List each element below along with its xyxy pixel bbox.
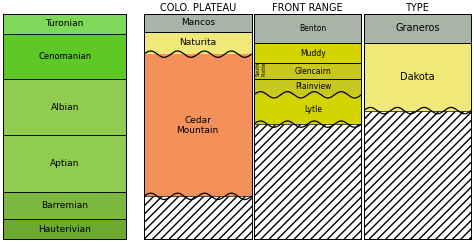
Bar <box>254 63 361 79</box>
Bar <box>254 14 361 43</box>
Bar <box>254 124 361 239</box>
Bar <box>364 14 471 43</box>
Text: Dakota: Dakota <box>400 72 435 82</box>
Bar <box>3 79 127 136</box>
Text: Glencairn: Glencairn <box>295 67 331 76</box>
Text: Graneros: Graneros <box>395 23 440 33</box>
Text: Hauterivian: Hauterivian <box>38 225 91 234</box>
Text: South
Platte: South Platte <box>256 62 267 76</box>
Text: Benton: Benton <box>300 24 327 33</box>
Text: Cenomanian: Cenomanian <box>38 52 91 61</box>
Title: COLO. PLATEAU: COLO. PLATEAU <box>160 3 236 13</box>
Text: Lytle: Lytle <box>304 105 322 114</box>
Bar <box>3 192 127 219</box>
Bar <box>144 196 252 239</box>
Title: TYPE: TYPE <box>405 3 429 13</box>
Text: Turonian: Turonian <box>46 19 84 28</box>
Bar <box>364 111 471 239</box>
Text: Aptian: Aptian <box>50 159 79 168</box>
Bar <box>364 43 471 111</box>
Text: Albian: Albian <box>50 103 79 112</box>
Text: Cedar
Mountain: Cedar Mountain <box>177 116 219 135</box>
Bar <box>144 32 252 54</box>
Bar <box>144 14 252 32</box>
Bar <box>3 136 127 192</box>
Bar <box>254 79 361 95</box>
Text: Muddy: Muddy <box>300 49 326 58</box>
Text: Plainview: Plainview <box>295 82 331 91</box>
Bar <box>254 43 361 63</box>
Bar <box>3 219 127 239</box>
Title: FRONT RANGE: FRONT RANGE <box>272 3 343 13</box>
Bar <box>3 34 127 79</box>
Bar <box>3 14 127 34</box>
Bar <box>144 54 252 196</box>
Bar <box>254 95 361 124</box>
Text: Naturita: Naturita <box>179 38 216 47</box>
Text: Mancos: Mancos <box>181 18 215 27</box>
Text: Barremian: Barremian <box>41 201 88 210</box>
